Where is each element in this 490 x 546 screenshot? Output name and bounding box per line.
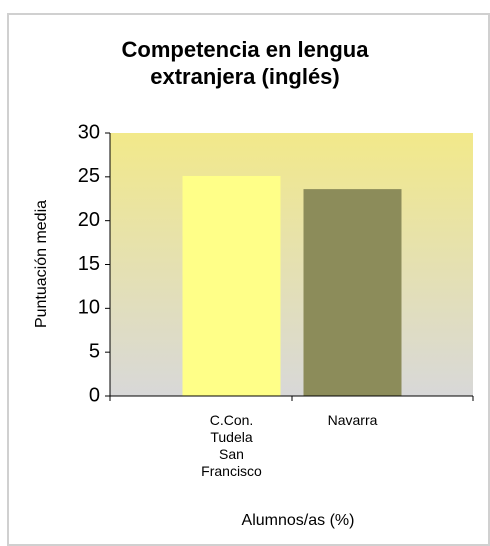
x-tick-label: C.Con. Tudela San Francisco xyxy=(201,412,262,479)
y-tick-label: 10 xyxy=(78,297,100,319)
y-tick-label: 0 xyxy=(89,384,100,406)
chart-border xyxy=(7,13,490,546)
x-axis-label: Alumnos/as (%) xyxy=(241,512,355,529)
x-tick-label: Navarra xyxy=(327,412,378,428)
bar xyxy=(303,189,402,396)
y-axis-label: Puntuación media xyxy=(33,200,50,328)
y-tick-label: 15 xyxy=(78,253,100,275)
chart-title: Competencia en lengua extranjera (inglés… xyxy=(121,37,369,89)
y-tick-label: 20 xyxy=(78,209,100,231)
plot-background xyxy=(110,133,473,396)
bar xyxy=(182,175,281,396)
y-tick-label: 30 xyxy=(78,121,100,143)
y-tick-label: 5 xyxy=(89,340,100,362)
y-tick-label: 25 xyxy=(78,165,100,187)
